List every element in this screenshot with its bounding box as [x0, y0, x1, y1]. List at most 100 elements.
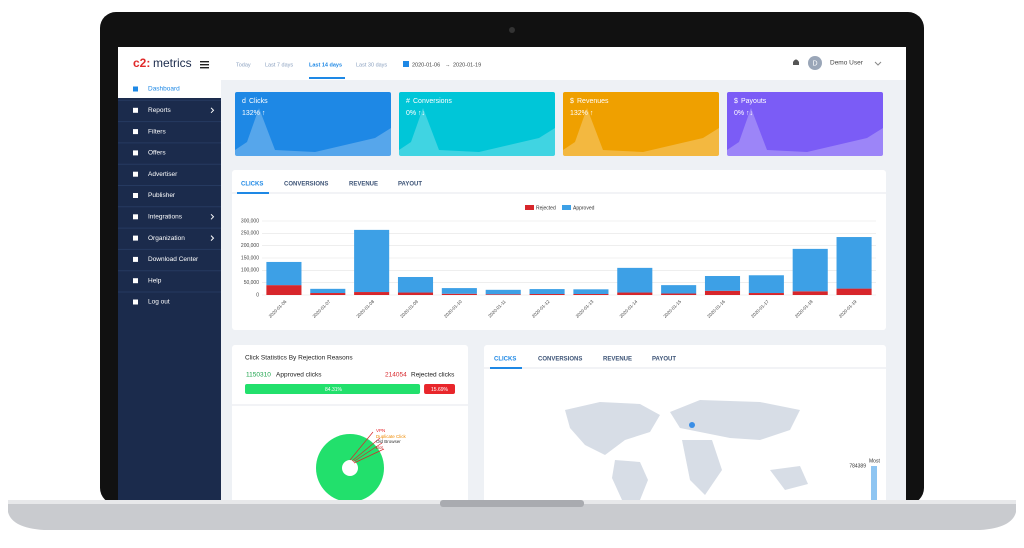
tab-underline [237, 192, 269, 194]
leader-lines [349, 431, 385, 464]
menu-item[interactable]: Help [148, 277, 162, 284]
menu-icon [133, 214, 138, 220]
sidebar [118, 47, 221, 500]
sparkline-area [727, 108, 883, 156]
bar-segment [748, 293, 784, 295]
menu-icon [133, 235, 138, 241]
menu-toggle[interactable] [200, 61, 209, 69]
sparkline-area [563, 108, 719, 156]
date-from[interactable]: 2020-01-06 [412, 62, 440, 68]
menu-item[interactable]: Log out [148, 299, 170, 306]
menu-item[interactable]: Organization [148, 235, 185, 242]
date-range[interactable]: Today [236, 62, 251, 68]
card-icon: d [242, 98, 246, 105]
card-change: 132% ↑ [242, 110, 265, 117]
approved-bar [245, 384, 421, 394]
bar-segment [266, 261, 302, 286]
sparkline-area [235, 108, 391, 156]
menu-icon [133, 150, 138, 156]
bar-segment [485, 289, 521, 295]
menu-icon [133, 299, 138, 305]
menu-item[interactable]: Offers [148, 150, 166, 157]
legend-label[interactable]: Approved [573, 205, 595, 211]
avatar[interactable] [808, 56, 822, 70]
bar-segment [573, 289, 609, 295]
tab[interactable]: PAYOUT [652, 357, 676, 363]
menu-item[interactable]: Filters [148, 128, 166, 135]
menu-item[interactable]: Advertiser [148, 171, 178, 178]
tab[interactable]: CONVERSIONS [284, 182, 328, 188]
base-notch [440, 500, 584, 507]
bar-segment [704, 276, 741, 291]
bell-icon[interactable] [793, 59, 799, 66]
menu-active [118, 80, 221, 98]
stat-card[interactable] [235, 92, 391, 156]
map-legend-scale [871, 466, 877, 500]
menu-item[interactable]: Dashboard [148, 86, 180, 93]
card-title: Clicks [249, 98, 268, 105]
y-tick-label: 50,000 [244, 280, 260, 286]
map-legend-max: 784389 [849, 463, 866, 469]
card-icon: $ [734, 98, 738, 105]
sparkline-area [399, 108, 555, 156]
reason-label: Bot [376, 445, 384, 450]
legend-swatch[interactable] [562, 205, 571, 210]
rejected-label: Rejected clicks [411, 372, 455, 379]
menu-item[interactable]: Reports [148, 107, 172, 114]
bar-segment [441, 288, 477, 294]
bar-segment [397, 276, 434, 293]
card-change: 0% ↑↓ [734, 110, 753, 117]
menu-item[interactable]: Download Center [148, 256, 199, 263]
approved-count: 1150310 [246, 372, 271, 379]
bar-segment [310, 293, 346, 295]
stat-card[interactable] [399, 92, 555, 156]
date-range[interactable]: Last 7 days [265, 62, 293, 68]
date-range[interactable]: Last 14 days [309, 62, 342, 68]
bar-segment [573, 294, 609, 295]
tab[interactable]: CLICKS [494, 357, 516, 363]
rejected-share: 15.69% [431, 387, 449, 393]
rejected-bar [424, 384, 455, 394]
tab[interactable]: PAYOUT [398, 182, 422, 188]
card-title: Payouts [741, 98, 767, 105]
world-map [565, 400, 808, 500]
menu-icon [133, 171, 138, 177]
bar-segment [354, 292, 390, 295]
panel-title: Click Statistics By Rejection Reasons [245, 355, 353, 362]
topbar [118, 47, 906, 80]
y-tick-label: 250,000 [241, 231, 259, 237]
date-range[interactable]: Last 30 days [356, 62, 387, 68]
laptop-base [8, 500, 1016, 530]
y-tick-label: 200,000 [241, 243, 259, 249]
user-name[interactable]: Demo User [830, 60, 864, 67]
card-title: Conversions [413, 98, 452, 105]
bar-segment [266, 285, 302, 295]
date-to[interactable]: 2020-01-19 [453, 62, 481, 68]
tab[interactable]: REVENUE [603, 357, 632, 363]
date-arrow: → [445, 62, 451, 68]
bar-segment [661, 285, 697, 294]
reason-label: Duplicate Click [376, 434, 407, 439]
menu-item[interactable]: Publisher [148, 192, 176, 199]
legend-label[interactable]: Rejected [536, 205, 556, 211]
user-caret [874, 61, 882, 66]
stat-card[interactable] [727, 92, 883, 156]
menu-icon [133, 86, 138, 92]
card-icon: $ [570, 98, 574, 105]
card-title: Revenues [577, 98, 609, 105]
menu-chevron [210, 213, 215, 220]
chart-panel [232, 170, 886, 330]
legend-swatch[interactable] [525, 205, 534, 210]
tab[interactable]: REVENUE [349, 182, 378, 188]
bar-segment [661, 293, 697, 295]
tab[interactable]: CONVERSIONS [538, 357, 582, 363]
logo-text: metrics [153, 56, 192, 70]
stat-card[interactable] [563, 92, 719, 156]
bar-segment [441, 293, 477, 295]
bar-segment [792, 248, 828, 292]
menu-icon [133, 107, 138, 113]
tab[interactable]: CLICKS [241, 182, 263, 188]
menu-item[interactable]: Integrations [148, 214, 183, 221]
bar-segment [836, 237, 872, 289]
